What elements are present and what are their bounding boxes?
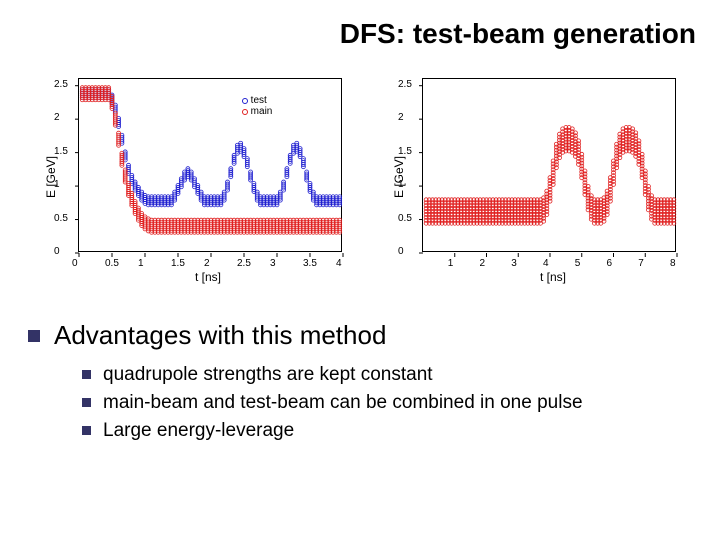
legend-label: main	[251, 106, 273, 117]
xtick-label: 2.5	[237, 258, 251, 269]
chart-left: E [GeV] t [ns] 0 0.5 1 1.5 2 2.5 3 3.5 4 0 0.5 1 1.5…	[30, 68, 360, 288]
xtick-label: 3	[270, 258, 276, 269]
bullet-heading-text: Advantages with this method	[54, 320, 386, 351]
xtick-label: 6	[607, 258, 613, 269]
xtick-label: 1	[448, 258, 454, 269]
bullets-section: Advantages with this method quadrupole s…	[28, 320, 690, 446]
bullet-item-text: Large energy-leverage	[103, 419, 294, 443]
bullet-marker-icon	[82, 370, 91, 379]
chart-right-ylabel: E [GeV]	[392, 156, 406, 198]
bullet-item-text: quadrupole strengths are kept constant	[103, 363, 433, 387]
legend-item: main	[242, 106, 273, 117]
bullet-heading: Advantages with this method	[28, 320, 690, 351]
chart-legend: testmain	[242, 95, 273, 117]
bullet-marker-icon	[82, 426, 91, 435]
xtick-label: 4	[336, 258, 342, 269]
bullet-marker-icon	[82, 398, 91, 407]
ytick-label: 2.5	[398, 79, 412, 90]
chart-right-plot	[422, 78, 676, 252]
xtick-label: 3.5	[303, 258, 317, 269]
chart-right-xlabel: t [ns]	[540, 270, 566, 284]
chart-left-plot	[78, 78, 342, 252]
ytick-label: 1	[398, 179, 404, 190]
bullet-sub-group: quadrupole strengths are kept constant m…	[82, 363, 690, 442]
ytick-label: 2	[54, 112, 60, 123]
legend-marker-icon	[242, 98, 248, 104]
xtick-label: 3	[511, 258, 517, 269]
xtick-label: 1.5	[171, 258, 185, 269]
xtick-label: 1	[138, 258, 144, 269]
bullet-item: main-beam and test-beam can be combined …	[82, 391, 690, 415]
xtick-label: 2	[480, 258, 486, 269]
bullet-marker-icon	[28, 330, 40, 342]
bullet-item-text: main-beam and test-beam can be combined …	[103, 391, 583, 415]
xtick-label: 8	[670, 258, 676, 269]
ytick-label: 2.5	[54, 79, 68, 90]
xtick-label: 2	[204, 258, 210, 269]
chart-right: E [GeV] t [ns] 1 2 3 4 5 6 7 8 0 0.5 1 1.5 2 2.5	[380, 68, 690, 288]
xtick-label: 5	[575, 258, 581, 269]
ytick-label: 0	[398, 246, 404, 257]
chart-right-svg	[423, 79, 675, 251]
chart-left-ylabel: E [GeV]	[44, 156, 58, 198]
ytick-label: 1	[54, 179, 60, 190]
bullet-item: quadrupole strengths are kept constant	[82, 363, 690, 387]
ytick-label: 1.5	[398, 146, 412, 157]
chart-left-xlabel: t [ns]	[195, 270, 221, 284]
ytick-label: 0	[54, 246, 60, 257]
charts-row: E [GeV] t [ns] 0 0.5 1 1.5 2 2.5 3 3.5 4 0 0.5 1 1.5…	[30, 68, 690, 288]
ytick-label: 1.5	[54, 146, 68, 157]
legend-item: test	[242, 95, 273, 106]
slide-title: DFS: test-beam generation	[340, 18, 696, 50]
xtick-label: 0	[72, 258, 78, 269]
ytick-label: 0.5	[54, 213, 68, 224]
xtick-label: 0.5	[105, 258, 119, 269]
xtick-label: 4	[543, 258, 549, 269]
xtick-label: 7	[638, 258, 644, 269]
ytick-label: 2	[398, 112, 404, 123]
bullet-item: Large energy-leverage	[82, 419, 690, 443]
legend-marker-icon	[242, 109, 248, 115]
chart-left-svg	[79, 79, 341, 251]
ytick-label: 0.5	[398, 213, 412, 224]
legend-label: test	[251, 95, 267, 106]
